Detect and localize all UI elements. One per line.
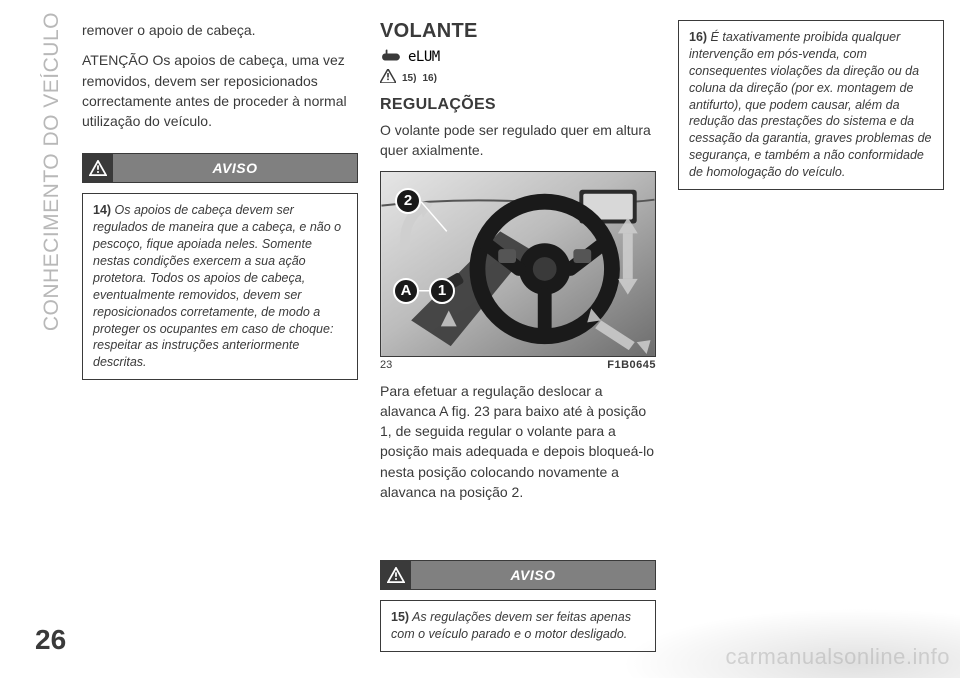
note-box-15: 15) As regulações devem ser feitas apena… [380,600,656,652]
body-text: O volante pode ser regulado quer em altu… [380,120,656,161]
ref-16: 16) [422,73,436,84]
note-box-14: 14) Os apoios de cabeça devem ser regula… [82,193,358,380]
aviso-label: AVISO [411,567,655,583]
note-number: 14) [93,203,111,217]
figure-callout-A: A [393,278,419,304]
column-1: remover o apoio de cabeça. ATENÇÃO Os ap… [82,20,358,380]
figure-caption: 23 F1B0645 [380,359,656,371]
body-text: Para efetuar a regulação deslocar a alav… [380,381,656,503]
column-3: 16) É taxativamente proibida qualquer in… [678,20,944,190]
warning-triangle-icon [381,560,411,590]
ref-15: 15) [402,73,416,84]
aviso-bar: AVISO [380,560,656,590]
steering-wheel-diagram [381,172,655,356]
watermark: carmanualsonline.info [725,644,950,670]
figure-callout-1: 1 [429,278,455,304]
section-tab-label: CONHECIMENTO DO VEÍCULO [40,12,64,331]
note-text: É taxativamente proibida qualquer interv… [689,30,932,179]
figure-code: F1B0645 [607,359,656,371]
page-number: 26 [35,624,66,656]
elum-label: eLUM [408,49,440,65]
elum-row: eLUM [380,49,656,65]
figure-23: 2 A 1 [380,171,656,357]
note-text: Os apoios de cabeça devem ser regulados … [93,203,341,369]
warning-triangle-icon [83,153,113,183]
aviso-label: AVISO [113,160,357,176]
section-tab: CONHECIMENTO DO VEÍCULO [38,12,66,442]
note-box-16: 16) É taxativamente proibida qualquer in… [678,20,944,190]
note-text: As regulações devem ser feitas apenas co… [391,610,631,641]
manual-page: CONHECIMENTO DO VEÍCULO 26 remover o apo… [0,0,960,678]
warn-ref-row: 15) 16) [380,69,656,88]
subheading-regulacoes: REGULAÇÕES [380,96,656,114]
note-number: 15) [391,610,409,624]
aviso-bar: AVISO [82,153,358,183]
body-text: ATENÇÃO Os apoios de cabeça, uma vez rem… [82,50,358,131]
body-text: remover o apoio de cabeça. [82,20,358,40]
note-number: 16) [689,30,707,44]
figure-callout-2: 2 [395,188,421,214]
warning-triangle-small-icon [380,69,396,88]
hand-pointing-icon [380,49,402,65]
column-2: VOLANTE eLUM 15) 16) REGULAÇÕES O volant… [380,20,656,652]
figure-number: 23 [380,359,392,371]
heading-volante: VOLANTE [380,20,656,43]
